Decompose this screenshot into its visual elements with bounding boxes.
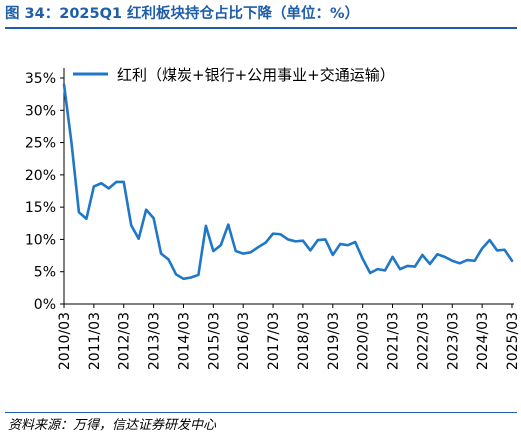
x-tick-label: 2016/03 <box>236 312 252 370</box>
data-point <box>473 259 476 262</box>
chart-container: 0% 5% 10% 15% 20% 25% 30% 35% 2010/03 2011/03 201… <box>0 30 521 412</box>
y-tick-label: 15% <box>25 200 56 216</box>
data-point <box>503 248 506 251</box>
data-point <box>414 265 416 268</box>
x-tick-label: 2021/03 <box>386 312 402 370</box>
data-point <box>369 272 372 274</box>
data-point <box>451 259 454 262</box>
data-point <box>115 181 118 183</box>
data-point <box>496 249 498 252</box>
data-point <box>324 238 327 241</box>
data-point <box>92 185 95 188</box>
data-point <box>130 224 133 227</box>
data-point <box>264 241 267 244</box>
data-point <box>458 262 461 265</box>
data-point <box>466 259 469 261</box>
x-tick-labels: 2010/03 2011/03 2012/03 2013/03 2014/03 2015/… <box>57 312 521 370</box>
data-point <box>212 250 215 252</box>
line-chart: 0%5%10%15%20%25%30%35% 2010/03 2011/03 201… <box>25 66 521 370</box>
x-tick-label: 2014/03 <box>176 312 192 370</box>
data-point <box>122 181 125 183</box>
data-point <box>78 211 80 214</box>
x-tick-label: 2025/03 <box>505 312 521 370</box>
series-group <box>62 83 514 281</box>
data-point <box>287 238 289 241</box>
data-point <box>160 252 162 255</box>
x-tick-label: 2019/03 <box>326 312 342 370</box>
data-point <box>167 258 170 261</box>
data-point <box>152 217 155 220</box>
data-point <box>316 239 319 241</box>
data-point <box>339 243 342 245</box>
axes <box>60 68 514 308</box>
data-point <box>182 277 185 280</box>
data-point <box>309 249 312 252</box>
title-rule <box>5 27 517 29</box>
x-tick-label: 2012/03 <box>117 312 133 370</box>
data-point <box>406 265 409 267</box>
data-point <box>137 237 140 240</box>
data-point <box>436 253 439 256</box>
data-point <box>302 239 304 242</box>
source-note: 资料来源：万得，信达证券研发中心 <box>8 418 217 433</box>
x-tick-label: 2015/03 <box>206 312 222 370</box>
y-tick-label: 25% <box>25 136 56 152</box>
data-point <box>443 255 446 258</box>
data-point <box>107 187 110 190</box>
series-line <box>62 83 514 281</box>
data-point <box>190 276 192 279</box>
data-point <box>234 250 237 252</box>
y-tick-label: 20% <box>25 168 56 184</box>
data-point <box>511 259 513 262</box>
y-tick-label: 5% <box>34 265 56 281</box>
x-tick-label: 2024/03 <box>475 312 491 370</box>
data-point <box>204 224 207 227</box>
x-tick-label: 2011/03 <box>87 312 103 370</box>
x-tick-label: 2017/03 <box>266 312 282 370</box>
data-point <box>331 254 334 256</box>
figure-title: 图 34：2025Q1 红利板块持仓占比下降（单位：%） <box>5 6 360 22</box>
data-point <box>242 252 245 255</box>
data-point <box>63 83 65 86</box>
data-point <box>354 241 357 243</box>
data-point <box>421 254 424 256</box>
data-point <box>279 233 282 236</box>
legend-label: 红利（煤炭+银行+公用事业+交通运输） <box>117 66 395 84</box>
data-point <box>249 251 252 254</box>
data-point <box>294 240 297 243</box>
data-point <box>227 223 230 226</box>
data-point <box>70 141 73 144</box>
data-point <box>100 182 103 185</box>
data-point <box>428 263 431 265</box>
data-point <box>175 273 177 276</box>
x-tick-label: 2010/03 <box>57 312 73 370</box>
data-point <box>197 274 200 276</box>
data-point <box>384 269 386 272</box>
bottom-rule <box>5 412 517 413</box>
data-point <box>481 247 484 250</box>
legend: 红利（煤炭+银行+公用事业+交通运输） <box>73 66 395 84</box>
data-point <box>219 244 222 247</box>
x-tick-label: 2022/03 <box>415 312 431 370</box>
x-tick-label: 2018/03 <box>296 312 312 370</box>
data-point <box>272 232 274 235</box>
data-point <box>391 255 394 258</box>
x-tick-label: 2023/03 <box>445 312 461 370</box>
y-tick-label: 30% <box>25 103 56 119</box>
x-tick-label: 2020/03 <box>356 312 372 370</box>
data-point <box>85 217 88 220</box>
x-tick-label: 2013/03 <box>147 312 163 370</box>
y-tick-labels: 0% 5% 10% 15% 20% 25% 30% 35% <box>25 71 56 313</box>
y-tick-label: 0% <box>34 297 56 313</box>
y-tick-label: 10% <box>25 232 56 248</box>
data-point <box>399 268 401 271</box>
data-point <box>376 268 379 271</box>
data-point <box>257 246 260 249</box>
data-point <box>361 257 364 260</box>
y-tick-label: 35% <box>25 71 56 87</box>
data-point <box>346 244 349 247</box>
data-point <box>488 239 491 241</box>
data-point <box>145 208 148 211</box>
